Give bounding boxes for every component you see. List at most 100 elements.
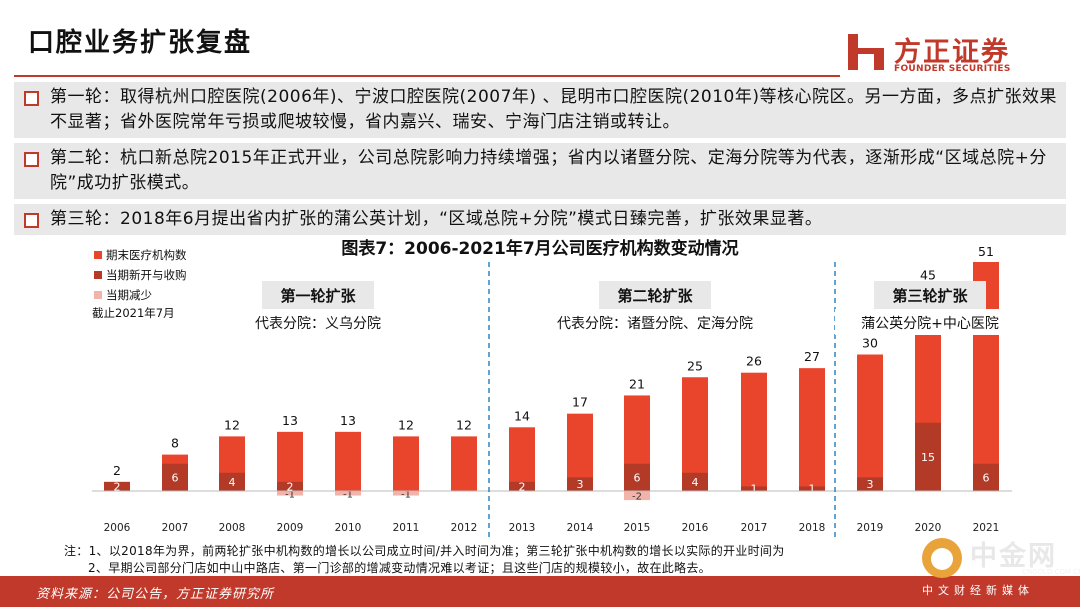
data-label-added: 6 — [172, 471, 179, 484]
x-tick-label: 2009 — [277, 522, 304, 534]
checkbox-bullet-icon — [24, 152, 39, 167]
data-label-reduced: -1 — [285, 489, 295, 500]
data-label-total: 26 — [746, 354, 762, 369]
x-tick-label: 2010 — [335, 522, 362, 534]
checkbox-bullet-icon — [24, 213, 39, 228]
bullet-text: 第二轮：杭口新总院2015年正式开业，公司总院影响力持续增强；省内以诸暨分院、定… — [50, 148, 1047, 193]
bullet-item: 第二轮：杭口新总院2015年正式开业，公司总院影响力持续增强；省内以诸暨分院、定… — [14, 143, 1066, 199]
data-label-added: 2 — [287, 480, 294, 493]
title-divider — [14, 75, 840, 77]
bar-total — [509, 427, 535, 491]
data-label-total: 30 — [862, 336, 878, 351]
x-tick-label: 2015 — [624, 522, 651, 534]
watermark-name: 中金网 — [970, 541, 1057, 572]
bar-total — [451, 436, 477, 491]
footer-bar — [0, 576, 1080, 607]
legend-label: 当期减少 — [106, 288, 152, 302]
data-label-reduced: -2 — [632, 492, 642, 503]
data-label-added: 6 — [634, 471, 641, 484]
data-label-added: 4 — [229, 476, 236, 489]
bar-reduced — [624, 491, 650, 501]
bar-total — [335, 431, 361, 491]
logo-english: FOUNDER SECURITIES — [894, 64, 1011, 74]
data-label-total: 27 — [804, 349, 820, 364]
x-tick-label: 2018 — [799, 522, 826, 534]
bar-added — [219, 472, 245, 491]
phase-title: 第二轮扩张 — [617, 287, 693, 305]
watermark-domain: CNGOLD.COM.CN — [1022, 568, 1080, 576]
phase-title: 第一轮扩张 — [280, 287, 356, 305]
company-logo: 方正证券 FOUNDER SECURITIES — [848, 30, 1048, 76]
phase-subtitle-box — [520, 309, 790, 335]
data-label-total: 51 — [978, 244, 994, 259]
data-label-total: 17 — [572, 395, 588, 410]
data-label-added: 2 — [114, 480, 121, 493]
legend-swatch — [94, 271, 102, 279]
data-label-total: 21 — [629, 376, 645, 391]
note-line-1: 注：1、以2018年为界，前两轮扩张中机构数的增长以公司成立时间/并入时间为准；… — [64, 544, 785, 558]
bar-added — [799, 486, 825, 491]
data-label-added: 3 — [867, 478, 874, 491]
data-label-total: 13 — [340, 413, 356, 428]
bullet-item: 第一轮：取得杭州口腔医院(2006年)、宁波口腔医院(2007年) 、昆明市口腔… — [14, 82, 1066, 138]
legend-note: 截止2021年7月 — [92, 306, 175, 320]
data-label-added: 15 — [921, 451, 935, 464]
bullet-text: 第一轮：取得杭州口腔医院(2006年)、宁波口腔医院(2007年) 、昆明市口腔… — [50, 87, 1057, 132]
bar-added — [915, 422, 941, 491]
bullet-text: 第三轮：2018年6月提出省内扩张的蒲公英计划，“区域总院+分院”模式日臻完善，… — [50, 209, 823, 229]
data-label-total: 13 — [282, 413, 298, 428]
legend-swatch — [94, 251, 102, 259]
data-label-reduced: -1 — [401, 489, 411, 500]
bar-total — [741, 372, 767, 491]
phase-subtitle-box — [835, 309, 1025, 335]
bullet-list: 第一轮：取得杭州口腔医院(2006年)、宁波口腔医院(2007年) 、昆明市口腔… — [14, 82, 1066, 240]
bar-total — [799, 368, 825, 491]
bar-added — [509, 481, 535, 491]
bar-total — [682, 377, 708, 491]
x-tick-label: 2017 — [741, 522, 768, 534]
x-tick-label: 2019 — [857, 522, 884, 534]
legend-label: 期末医疗机构数 — [106, 248, 187, 262]
data-label-reduced: -1 — [343, 489, 353, 500]
bar-added — [162, 463, 188, 491]
source-text: 资料来源：公司公告，方正证券研究所 — [36, 587, 275, 602]
data-label-added: 1 — [809, 483, 816, 496]
bar-added — [857, 477, 883, 491]
bar-added — [741, 486, 767, 491]
data-label-total: 25 — [687, 358, 703, 373]
bar-reduced — [335, 491, 361, 496]
page-title: 口腔业务扩张复盘 — [28, 28, 253, 58]
logo-name: 方正证券 — [894, 37, 1010, 68]
x-tick-label: 2007 — [162, 522, 189, 534]
watermark-logo-icon — [922, 538, 962, 578]
x-tick-label: 2012 — [451, 522, 478, 534]
x-tick-label: 2021 — [973, 522, 1000, 534]
bar-added — [104, 481, 130, 491]
phase-title-box — [874, 281, 986, 309]
legend-label: 当期新开与收购 — [106, 268, 187, 282]
data-label-total: 45 — [920, 267, 936, 282]
bar-added — [973, 463, 999, 491]
bar-added — [682, 472, 708, 491]
data-label-added: 4 — [692, 476, 699, 489]
x-tick-label: 2006 — [104, 522, 131, 534]
note-line-2: 2、早期公司部分门店如中山中路店、第一门诊部的增减变动情况难以考证；且这些门店的… — [88, 561, 711, 575]
bar-total — [277, 431, 303, 491]
legend-swatch — [94, 291, 102, 299]
x-tick-label: 2013 — [509, 522, 536, 534]
x-tick-label: 2020 — [915, 522, 942, 534]
phase-subtitle: 蒲公英分院+中心医院 — [861, 315, 999, 332]
x-tick-label: 2016 — [682, 522, 709, 534]
phase-subtitle-box — [222, 309, 414, 335]
bullet-item: 第三轮：2018年6月提出省内扩张的蒲公英计划，“区域总院+分院”模式日臻完善，… — [14, 204, 1066, 235]
phase-title: 第三轮扩张 — [892, 287, 968, 305]
checkbox-bullet-icon — [24, 91, 39, 106]
bar-reduced — [277, 491, 303, 496]
bar-total — [857, 354, 883, 491]
watermark-tagline: 中文财经新媒体 — [922, 584, 1034, 597]
x-tick-label: 2008 — [219, 522, 246, 534]
bar-added — [624, 463, 650, 491]
data-label-added: 3 — [577, 478, 584, 491]
x-tick-label: 2014 — [567, 522, 594, 534]
data-label-total: 14 — [514, 408, 530, 423]
